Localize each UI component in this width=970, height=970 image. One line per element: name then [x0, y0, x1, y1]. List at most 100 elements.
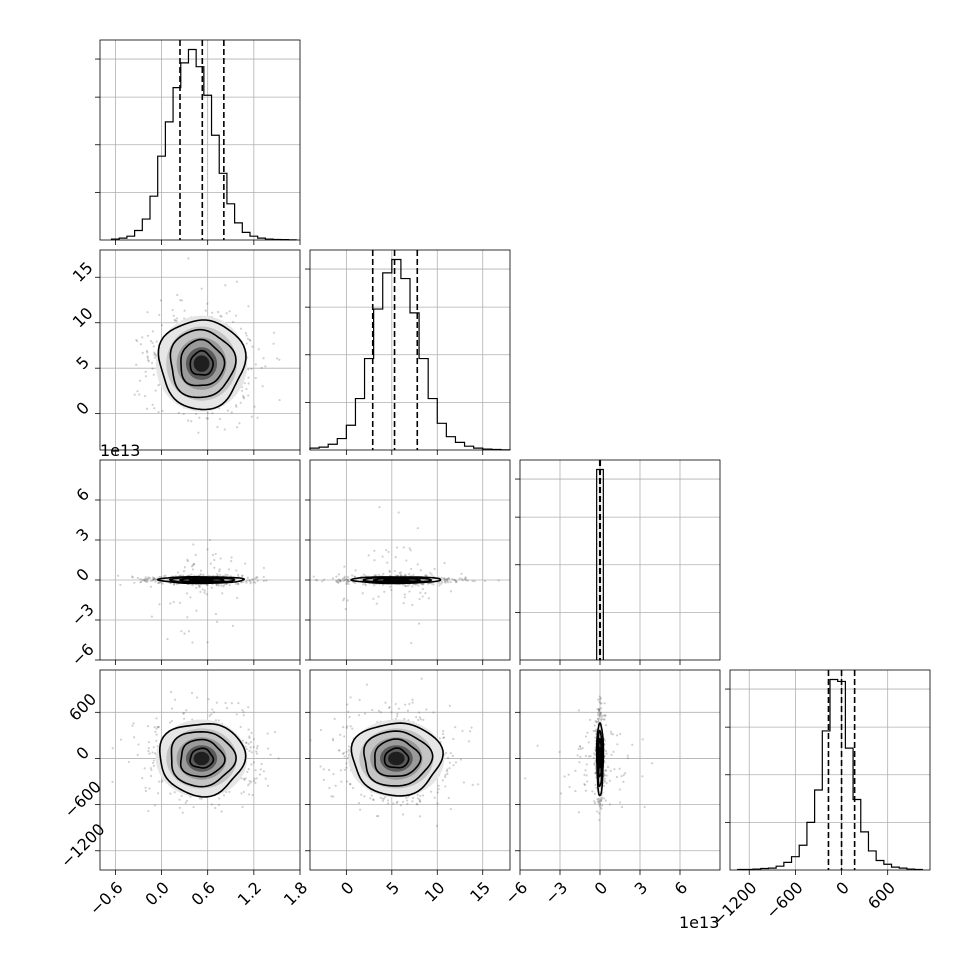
scatter-point — [152, 746, 155, 749]
scatter-point — [451, 577, 454, 581]
scatter-point — [249, 582, 252, 585]
scatter-point — [243, 382, 246, 385]
scatter-point — [248, 735, 251, 738]
scatter-point — [230, 411, 233, 414]
scatter-point — [339, 733, 342, 736]
scatter-point — [349, 782, 352, 786]
scatter-point — [172, 600, 175, 604]
scatter-point — [161, 409, 164, 413]
scatter-point — [196, 696, 199, 699]
scatter-point — [416, 563, 419, 566]
panel-3-2: −6 −3 0 3 6 — [501, 669, 721, 908]
scatter-point — [222, 585, 225, 588]
scatter-point — [195, 412, 198, 416]
scatter-point — [462, 781, 466, 784]
scatter-point — [345, 582, 348, 585]
scatter-point — [339, 580, 342, 583]
scatter-point — [131, 575, 134, 578]
scatter-point — [362, 573, 366, 576]
scatter-point — [199, 569, 203, 572]
scatter-point — [583, 783, 587, 787]
x-tick-label: 15 — [466, 878, 494, 906]
scatter-point — [473, 580, 476, 583]
x-tick-label: 0 — [832, 878, 853, 899]
scatter-point — [155, 733, 158, 736]
scatter-point — [387, 802, 390, 805]
scatter-point — [418, 598, 421, 601]
scatter-point — [149, 774, 153, 778]
scatter-point — [152, 373, 155, 376]
panel-2-1 — [305, 459, 511, 665]
x-tick-label: 0.0 — [141, 878, 172, 909]
scatter-point — [183, 566, 186, 569]
scatter-point — [133, 581, 136, 584]
scatter-point — [234, 582, 238, 585]
scatter-point — [372, 584, 376, 587]
scatter-point — [587, 741, 590, 744]
scatter-point — [603, 779, 606, 782]
panel-frame — [519, 669, 721, 871]
scatter-point — [410, 567, 413, 571]
scatter-point — [424, 574, 427, 577]
scatter-point — [342, 599, 345, 602]
scatter-point — [144, 789, 147, 793]
scatter-point — [348, 745, 351, 748]
scatter-point — [453, 578, 456, 582]
scatter-point — [179, 574, 182, 577]
scatter-point — [460, 572, 463, 575]
scatter-point — [248, 338, 251, 342]
scatter-point — [180, 299, 184, 302]
scatter-point — [157, 384, 160, 387]
scatter-point — [228, 584, 231, 587]
histogram-0 — [110, 48, 297, 241]
contour-0 — [189, 747, 215, 769]
scatter-point — [594, 719, 597, 723]
scatter-point — [427, 597, 430, 600]
scatter-point — [211, 311, 214, 314]
scatter-point — [586, 780, 589, 783]
scatter-point — [185, 592, 189, 595]
scatter-point — [337, 573, 341, 576]
scatter-point — [335, 579, 338, 583]
scatter-point — [248, 793, 251, 796]
scatter-point — [162, 575, 166, 578]
contour-3 — [350, 722, 444, 797]
contour-2 — [363, 730, 434, 787]
scatter-point — [235, 569, 238, 572]
scatter-point — [604, 799, 607, 802]
scatter-point — [440, 576, 443, 579]
contour-3 — [595, 721, 605, 797]
scatter-point — [593, 802, 597, 805]
scatter-point — [269, 753, 272, 756]
scatter-point — [610, 753, 613, 757]
scatter-point — [159, 576, 163, 579]
scatter-point — [190, 691, 194, 695]
panel-content — [111, 690, 280, 814]
scatter-point — [150, 615, 153, 618]
scatter-point — [245, 334, 248, 337]
scatter-point — [176, 571, 180, 574]
scatter-point — [579, 755, 582, 758]
scatter-point — [198, 585, 201, 589]
scatter-point — [180, 794, 183, 798]
scatter-point — [203, 589, 206, 592]
scatter-point — [585, 763, 588, 766]
scatter-point — [170, 707, 174, 710]
scatter-point — [418, 815, 422, 818]
scatter-point — [393, 569, 396, 573]
scatter-point — [452, 737, 455, 741]
scatter-point — [319, 728, 323, 732]
scatter-point — [411, 800, 414, 803]
scatter-point — [262, 579, 266, 583]
scatter-point — [449, 807, 452, 811]
scatter-point — [619, 732, 622, 736]
scatter-point — [443, 578, 447, 581]
scatter-point — [408, 583, 411, 586]
scatter-point — [444, 773, 447, 777]
scatter-point — [255, 576, 258, 579]
scatter-point — [332, 739, 335, 742]
scatter-point — [237, 582, 240, 586]
y-tick-label: 600 — [65, 689, 100, 724]
scatter-point — [164, 574, 167, 577]
